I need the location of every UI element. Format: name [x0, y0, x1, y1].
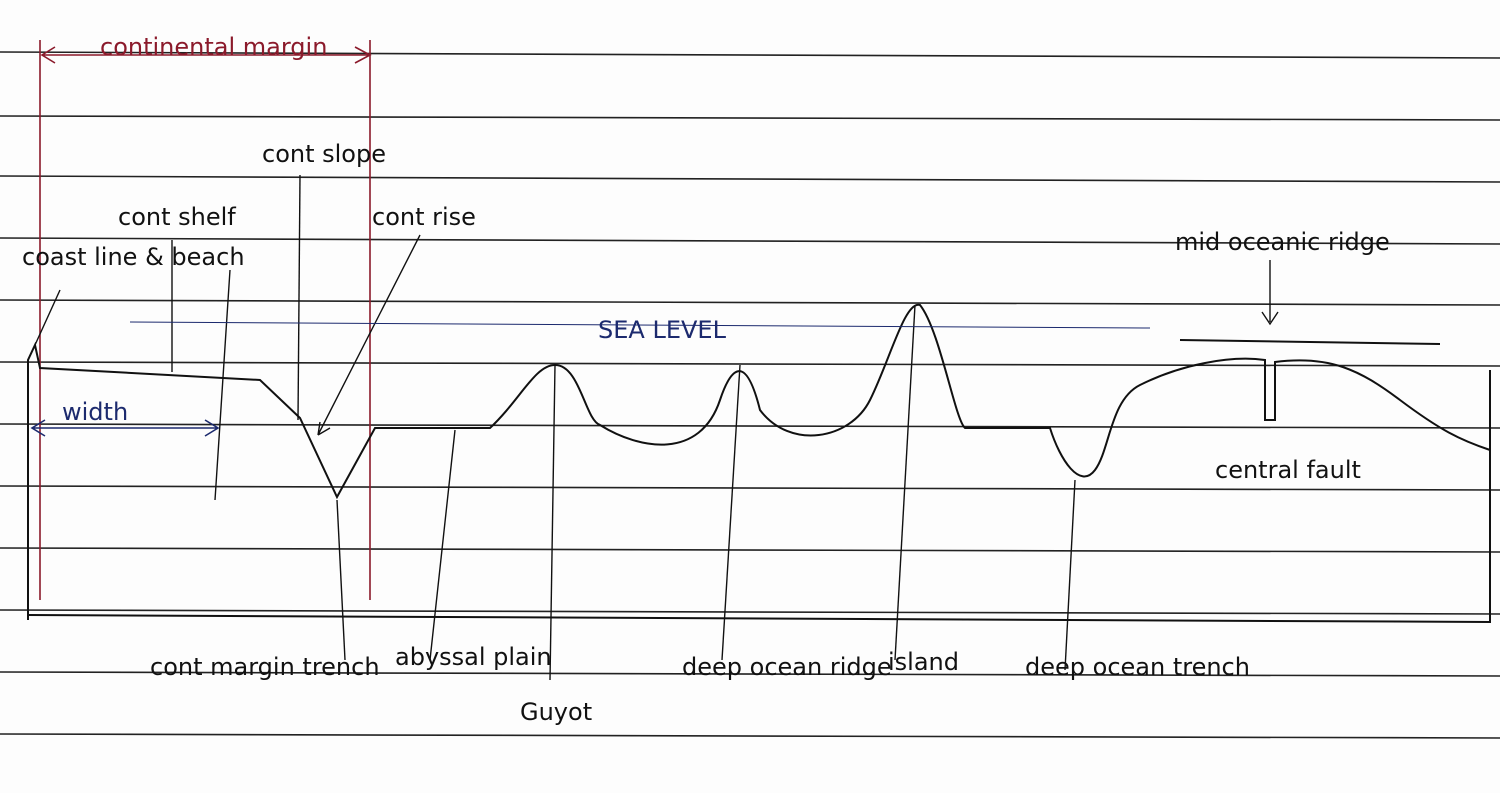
label-width: width: [62, 398, 128, 426]
margin-bracket: [39, 40, 372, 600]
width-arrow: [30, 419, 220, 437]
leader-lines: [34, 174, 1279, 681]
label-trench1: cont margin trench: [150, 653, 380, 681]
label-rise: cont rise: [372, 203, 476, 231]
profile: [27, 303, 1491, 624]
label-deep-ridge: deep ocean ridge: [682, 653, 892, 681]
sea-level-line: [129, 321, 1151, 329]
label-coast: coast line & beach: [22, 243, 245, 271]
label-abyssal: abyssal plain: [395, 643, 552, 671]
title: continental margin: [100, 33, 327, 61]
label-guyot: Guyot: [520, 698, 592, 726]
label-fault: central fault: [1215, 456, 1361, 484]
label-deep-trench: deep ocean trench: [1025, 653, 1250, 681]
label-slope: cont slope: [262, 140, 386, 168]
ruled-lines: [0, 51, 1500, 739]
label-island: island: [888, 648, 959, 676]
label-mid-ridge: mid oceanic ridge: [1175, 228, 1390, 256]
label-shelf: cont shelf: [118, 203, 236, 231]
label-sea-level: SEA LEVEL: [598, 316, 727, 344]
